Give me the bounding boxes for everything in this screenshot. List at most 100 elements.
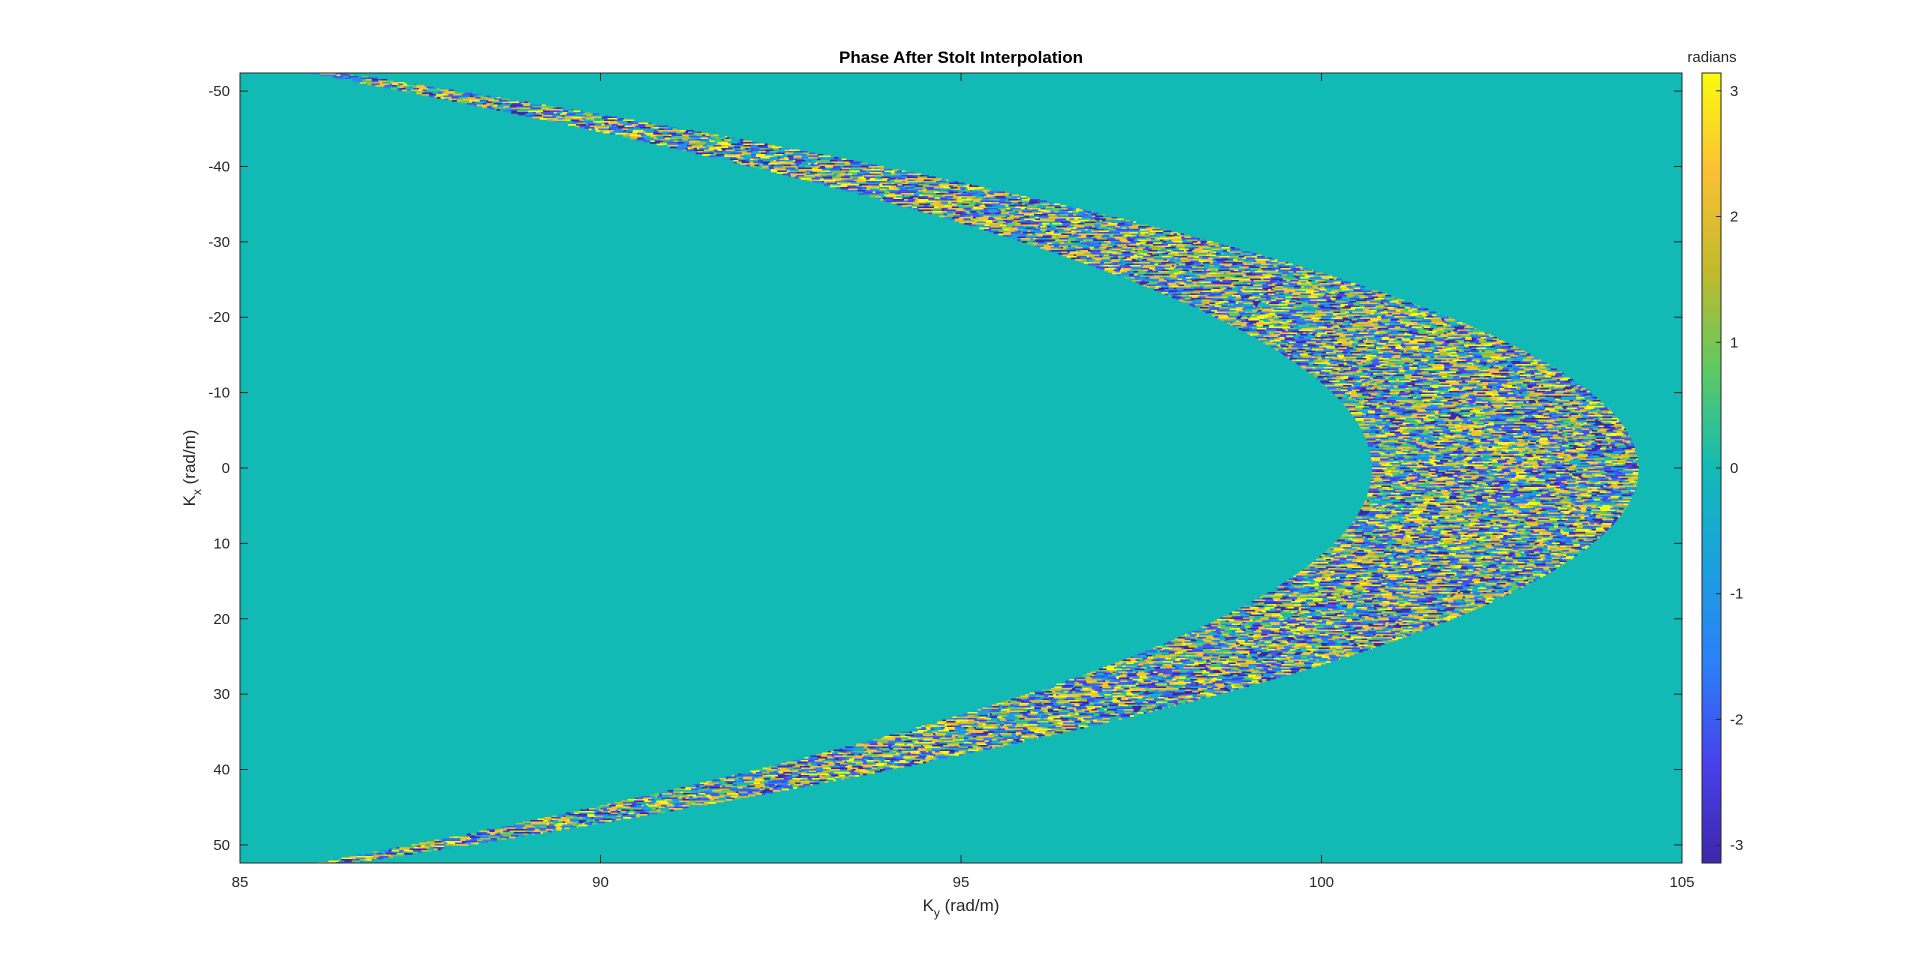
phase-cell: [902, 184, 911, 186]
phase-cell: [1126, 257, 1132, 260]
phase-cell: [1037, 229, 1041, 231]
phase-cell: [1437, 331, 1448, 333]
phase-cell: [1283, 292, 1289, 294]
phase-cell: [1229, 320, 1237, 323]
phase-cell: [1207, 245, 1210, 248]
phase-cell: [1020, 196, 1027, 198]
phase-cell: [1275, 349, 1279, 351]
phase-cell: [1468, 346, 1477, 348]
phase-cell: [859, 163, 869, 165]
phase-cell: [913, 203, 919, 206]
phase-cell: [1102, 221, 1112, 224]
phase-cell: [1166, 265, 1170, 267]
phase-cell: [1384, 335, 1391, 338]
phase-cell: [1211, 253, 1216, 255]
phase-cell: [948, 191, 959, 194]
phase-cell: [995, 200, 1006, 203]
phase-cell: [1359, 296, 1368, 299]
phase-cell: [1234, 308, 1243, 311]
phase-cell: [1113, 236, 1124, 239]
phase-cell: [801, 163, 808, 165]
phase-cell: [1238, 280, 1249, 282]
phase-cell: [1121, 250, 1126, 252]
phase-cell: [1210, 269, 1216, 272]
phase-cell: [1315, 277, 1322, 279]
phase-cell: [938, 206, 946, 209]
phase-cell: [1398, 301, 1407, 303]
phase-cell: [591, 119, 595, 122]
phase-cell: [1391, 355, 1394, 357]
phase-cell: [933, 214, 945, 216]
phase-cell: [654, 128, 659, 131]
phase-cell: [1312, 361, 1323, 363]
phase-cell: [1535, 358, 1539, 360]
phase-cell: [1306, 358, 1318, 360]
phase-cell: [1208, 244, 1213, 246]
phase-cell: [1020, 223, 1031, 225]
phase-cell: [1483, 344, 1493, 347]
phase-cell: [1398, 317, 1409, 320]
phase-cell: [511, 112, 521, 114]
phase-cell: [1399, 328, 1406, 330]
phase-cell: [1376, 355, 1380, 357]
phase-cell: [1190, 238, 1201, 240]
phase-cell: [1388, 346, 1396, 348]
phase-cell: [1319, 319, 1330, 321]
phase-cell: [1255, 311, 1262, 314]
phase-cell: [1040, 227, 1051, 230]
phase-cell: [1073, 212, 1080, 215]
phase-cell: [676, 131, 685, 134]
phase-cell: [1261, 326, 1269, 329]
phase-cell: [1472, 338, 1477, 341]
phase-cell: [409, 91, 416, 93]
phase-cell: [1295, 314, 1302, 317]
phase-cell: [1093, 244, 1101, 246]
phase-cell: [907, 206, 913, 209]
phase-cell: [919, 175, 925, 177]
phase-cell: [932, 181, 936, 183]
phase-cell: [1038, 223, 1042, 225]
phase-cell: [1168, 284, 1179, 287]
phase-cell: [1408, 308, 1412, 311]
phase-cell: [1466, 353, 1470, 356]
phase-cell: [552, 115, 562, 117]
phase-cell: [987, 191, 998, 194]
phase-cell: [1315, 350, 1323, 353]
phase-cell: [537, 109, 546, 111]
phase-cell: [850, 187, 861, 189]
phase-cell: [1241, 298, 1245, 300]
phase-cell: [624, 118, 626, 120]
phase-cell: [1249, 331, 1258, 333]
phase-cell: [361, 76, 367, 78]
phase-cell: [1273, 272, 1283, 275]
phase-cell: [1143, 274, 1153, 276]
phase-cell: [998, 208, 1006, 210]
phase-cell: [1080, 218, 1091, 221]
phase-cell: [586, 124, 589, 126]
phase-cell: [584, 119, 592, 122]
phase-cell: [785, 161, 794, 164]
phase-cell: [840, 169, 843, 171]
phase-cell: [1437, 335, 1448, 338]
phase-cell: [1307, 353, 1314, 356]
phase-cell: [1288, 329, 1299, 332]
phase-cell: [976, 221, 987, 224]
phase-cell: [1376, 314, 1382, 317]
phase-cell: [653, 125, 661, 128]
phase-cell: [1101, 223, 1108, 225]
phase-cell: [1048, 224, 1057, 227]
phase-cell: [461, 94, 469, 96]
phase-cell: [1220, 245, 1229, 248]
phase-cell: [1210, 248, 1221, 251]
phase-cell: [1433, 341, 1443, 344]
phase-cell: [1244, 298, 1249, 300]
phase-cell: [1090, 251, 1098, 254]
phase-cell: [945, 212, 950, 215]
phase-cell: [1215, 253, 1221, 255]
phase-cell: [1310, 299, 1318, 302]
phase-cell: [1516, 356, 1527, 359]
phase-cell: [954, 188, 961, 191]
phase-cell: [650, 127, 654, 129]
phase-cell: [627, 128, 638, 131]
phase-cell: [895, 178, 898, 180]
